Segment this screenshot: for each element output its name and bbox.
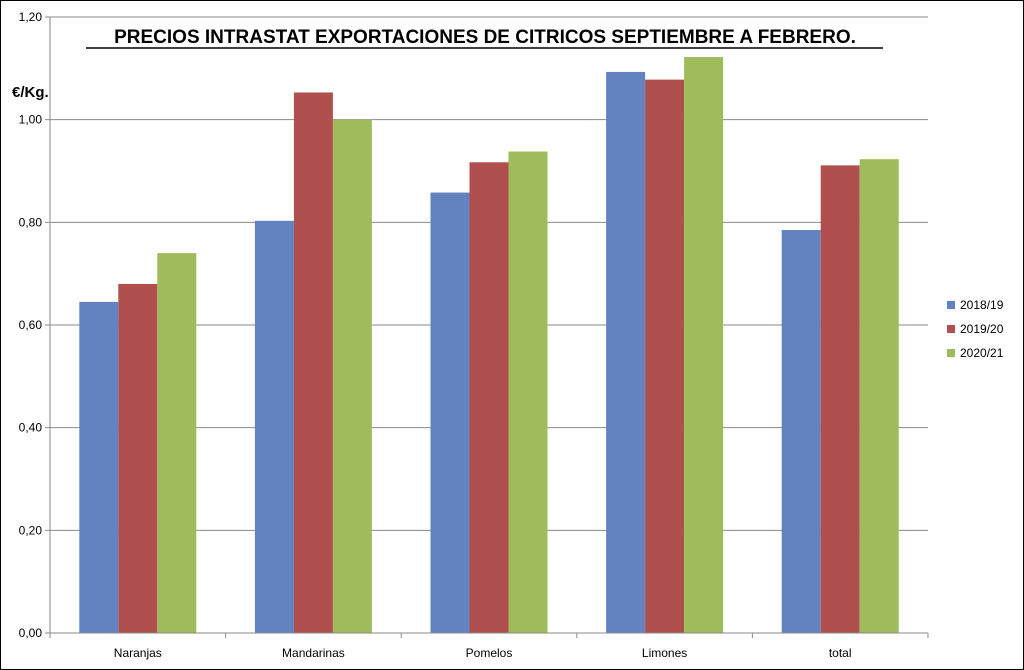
x-category-label: total [829, 646, 852, 660]
x-category-label: Pomelos [466, 646, 513, 660]
y-tick-label: 1,20 [19, 10, 43, 24]
legend-swatch [947, 349, 955, 357]
bar-pomelos-2019-20 [469, 162, 509, 634]
bar-total-2018-19 [781, 230, 821, 634]
y-tick-label: 0,20 [19, 523, 43, 537]
y-axis-ticks: 0,00 0,20 0,40 0,60 0,80 1,00 1,20 [19, 10, 51, 640]
bar-naranjas-2019-20 [118, 283, 158, 633]
bar-limones-2018-19 [606, 71, 646, 634]
bar-pomelos-2020-21 [508, 151, 548, 633]
bar-mandarinas-2020-21 [332, 119, 372, 633]
legend: 2018/19 2019/20 2020/21 [947, 298, 1004, 360]
bar-limones-2019-20 [645, 79, 685, 634]
x-category-label: Limones [642, 646, 687, 660]
bar-mandarinas-2018-19 [254, 220, 294, 633]
y-tick-label: 0,60 [19, 318, 43, 332]
x-axis-categories: Naranjas Mandarinas Pomelos Limones total [114, 646, 852, 660]
x-category-label: Naranjas [114, 646, 162, 660]
bar-total-2019-20 [820, 165, 860, 633]
bar-total-2020-21 [859, 159, 899, 633]
legend-label: 2018/19 [960, 298, 1004, 312]
x-category-label: Mandarinas [282, 646, 345, 660]
x-axis [49, 632, 929, 638]
legend-label: 2019/20 [960, 322, 1004, 336]
bar-pomelos-2018-19 [430, 192, 470, 633]
y-tick-label: 0,80 [19, 215, 43, 229]
bar-limones-2020-21 [684, 57, 724, 634]
bar-naranjas-2020-21 [157, 253, 197, 633]
y-axis-label: €/Kg. [12, 84, 49, 101]
legend-swatch [947, 325, 955, 333]
y-tick-label: 1,00 [19, 113, 43, 127]
legend-swatch [947, 301, 955, 309]
legend-label: 2020/21 [960, 346, 1004, 360]
bar-naranjas-2018-19 [79, 301, 119, 633]
bar-mandarinas-2019-20 [293, 92, 333, 633]
chart-title: PRECIOS INTRASTAT EXPORTACIONES DE CITRI… [114, 27, 856, 48]
bars [79, 57, 899, 634]
y-tick-label: 0,40 [19, 421, 43, 435]
y-tick-label: 0,00 [19, 626, 43, 640]
